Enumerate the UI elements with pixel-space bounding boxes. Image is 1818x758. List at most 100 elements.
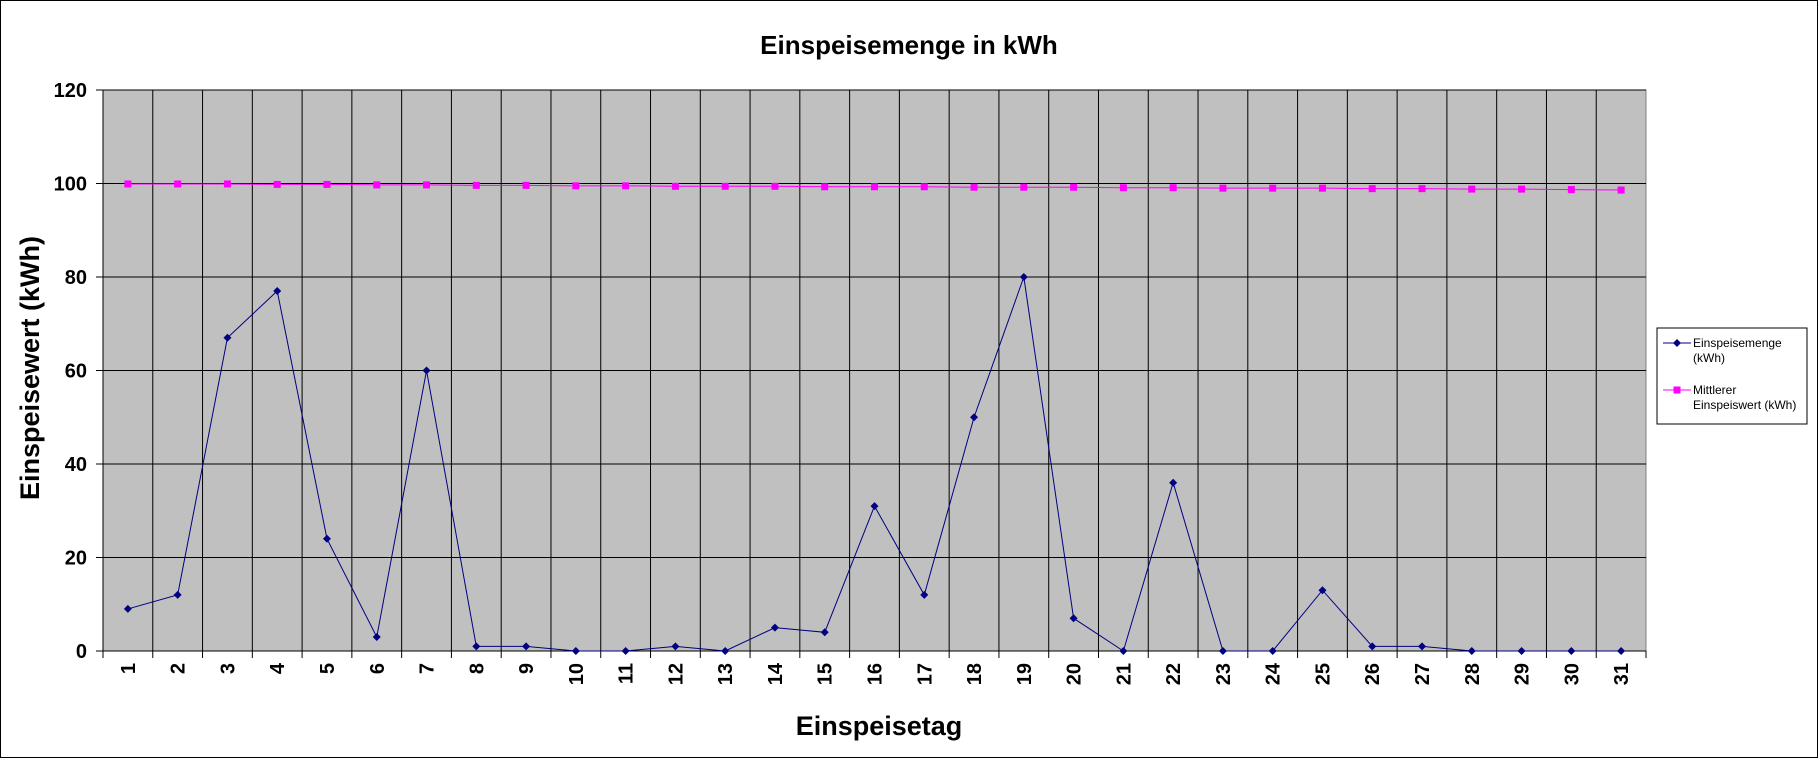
- legend-label: Einspeisemenge: [1693, 336, 1782, 350]
- data-point: [771, 182, 779, 190]
- x-tick-label: 2: [168, 663, 190, 674]
- data-point: [323, 180, 331, 188]
- data-point: [1268, 647, 1277, 655]
- x-tick-label: 27: [1412, 663, 1434, 685]
- data-point: [1518, 185, 1526, 193]
- y-tick-label: 40: [65, 454, 87, 476]
- legend-label: Mittlerer: [1693, 383, 1736, 397]
- data-point: [322, 534, 331, 543]
- data-point: [1019, 273, 1028, 281]
- data-point: [1368, 642, 1377, 651]
- data-point: [970, 413, 979, 422]
- x-tick-label: 16: [865, 663, 887, 685]
- data-point: [1119, 647, 1128, 655]
- legend-label: Einspeiswert (kWh): [1693, 398, 1796, 412]
- data-point: [871, 183, 878, 191]
- x-tick-label: 10: [566, 663, 588, 685]
- data-point: [1468, 185, 1476, 193]
- data-point: [422, 366, 431, 375]
- legend: Einspeisemenge(kWh) MittlererEinspeiswert…: [1656, 327, 1808, 425]
- data-point: [1467, 647, 1476, 655]
- data-point: [223, 333, 232, 342]
- legend-marker: [1673, 386, 1681, 394]
- x-tick-label: 28: [1462, 663, 1484, 685]
- x-tick-label: 17: [914, 663, 936, 685]
- data-point: [372, 632, 381, 641]
- x-tick-label: 20: [1064, 663, 1086, 685]
- data-point: [721, 647, 730, 655]
- x-tick-label: 19: [1014, 663, 1036, 685]
- data-point: [671, 642, 680, 651]
- legend-label: (kWh): [1693, 351, 1725, 365]
- x-tick-label: 4: [267, 662, 289, 674]
- data-point: [920, 590, 929, 599]
- x-tick-label: 22: [1163, 663, 1185, 685]
- x-tick-label: 1: [118, 663, 140, 674]
- data-point: [870, 502, 879, 511]
- x-tick-label: 13: [715, 663, 737, 685]
- data-point: [621, 647, 630, 655]
- x-tick-label: 30: [1561, 663, 1583, 685]
- data-point: [1169, 478, 1178, 487]
- data-point: [123, 604, 132, 613]
- data-point: [1020, 183, 1028, 191]
- data-point: [423, 181, 431, 189]
- data-point: [1567, 647, 1576, 655]
- data-point: [1070, 183, 1078, 191]
- x-tick-label: 11: [616, 663, 638, 684]
- data-point: [173, 590, 182, 599]
- data-point: [1269, 184, 1277, 192]
- data-point: [1318, 586, 1327, 595]
- x-tick-label: 15: [815, 663, 837, 685]
- x-tick-label: 29: [1512, 663, 1534, 685]
- data-point: [571, 647, 580, 655]
- data-point: [273, 287, 282, 296]
- data-point: [1218, 647, 1227, 655]
- y-tick-label: 0: [76, 641, 87, 663]
- data-point: [1617, 186, 1625, 194]
- data-point: [273, 180, 281, 188]
- data-point: [1368, 185, 1376, 193]
- x-tick-label: 12: [665, 663, 687, 685]
- data-point: [820, 628, 829, 637]
- data-point: [472, 642, 481, 651]
- data-point: [920, 183, 928, 191]
- data-point: [1169, 184, 1177, 192]
- y-tick-label: 60: [65, 361, 87, 383]
- x-tick-label: 25: [1312, 663, 1334, 685]
- data-point: [970, 183, 978, 191]
- data-point: [1517, 647, 1526, 655]
- chart-title: Einspeisemenge in kWh: [760, 30, 1058, 60]
- data-point: [522, 642, 531, 651]
- x-tick-label: 24: [1263, 662, 1285, 685]
- x-tick-label: 18: [964, 663, 986, 685]
- data-point: [572, 182, 580, 190]
- x-tick-label: 8: [466, 663, 488, 674]
- x-tick-label: 14: [765, 662, 787, 685]
- x-tick-label: 31: [1611, 663, 1633, 685]
- x-tick-label: 5: [317, 663, 339, 674]
- data-point: [821, 183, 829, 191]
- x-tick-label: 3: [217, 663, 239, 674]
- data-point: [1119, 184, 1127, 192]
- x-tick-label: 7: [417, 663, 439, 674]
- x-tick-label: 23: [1213, 663, 1235, 685]
- legend-box: [1656, 327, 1808, 425]
- data-point: [373, 181, 381, 189]
- x-tick-label: 9: [516, 663, 538, 674]
- y-tick-label: 80: [65, 267, 87, 289]
- data-point: [522, 181, 530, 189]
- data-point: [1418, 185, 1426, 193]
- data-point: [770, 623, 779, 632]
- x-tick-label: 21: [1113, 663, 1135, 685]
- x-tick-label: 6: [367, 663, 389, 674]
- data-point: [622, 182, 630, 190]
- data-point: [1617, 647, 1626, 655]
- data-point: [721, 182, 729, 190]
- data-point: [223, 180, 231, 188]
- legend-marker: [1673, 339, 1681, 347]
- y-tick-label: 20: [65, 548, 87, 570]
- y-tick-label: 120: [54, 80, 87, 102]
- data-point: [472, 181, 480, 189]
